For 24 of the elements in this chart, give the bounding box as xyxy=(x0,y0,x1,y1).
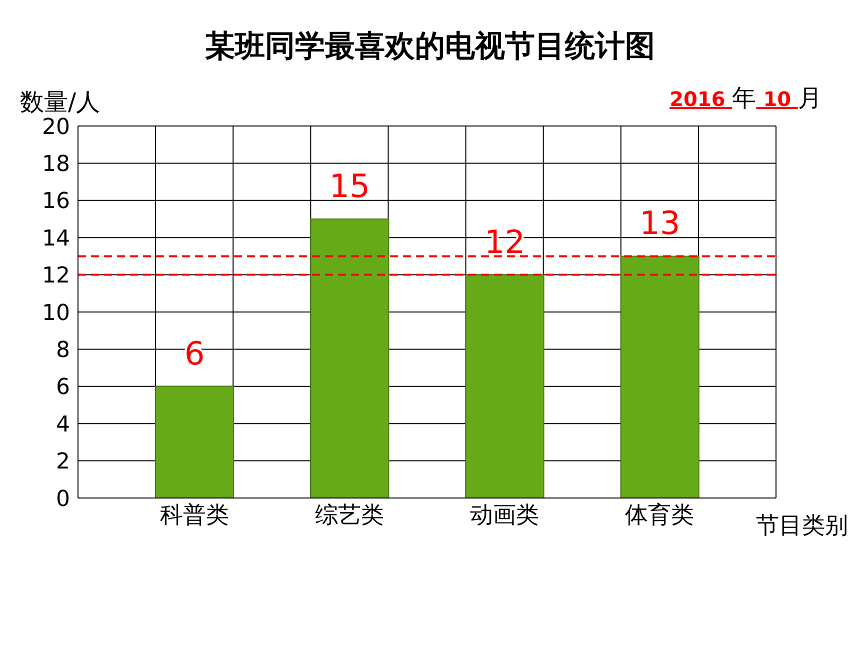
x-axis-title: 节目类别 xyxy=(756,513,848,539)
data-label: 13 xyxy=(640,204,680,242)
y-tick-label: 18 xyxy=(42,152,70,178)
y-tick-label: 8 xyxy=(56,338,70,364)
y-tick-label: 2 xyxy=(56,450,70,475)
y-tick-label: 6 xyxy=(56,375,70,400)
x-tick-label: 科普类 xyxy=(160,502,229,528)
chart-title: 某班同学最喜欢的电视节目统计图 xyxy=(205,29,655,64)
x-tick-label: 动画类 xyxy=(470,502,540,528)
bar xyxy=(155,386,234,498)
y-tick-label: 4 xyxy=(56,412,70,438)
y-tick-label: 14 xyxy=(42,226,70,252)
bar xyxy=(310,218,390,498)
x-tick-label: 综艺类 xyxy=(314,502,384,528)
y-tick-label: 16 xyxy=(42,189,70,214)
y-tick-label: 12 xyxy=(42,264,70,289)
y-tick-label: 20 xyxy=(42,114,70,140)
y-axis-title: 数量/人 xyxy=(20,88,100,116)
y-tick-label: 0 xyxy=(56,486,70,512)
bar xyxy=(620,256,700,498)
x-tick-label: 体育类 xyxy=(625,502,694,528)
bar xyxy=(465,274,544,498)
data-label: 15 xyxy=(329,167,370,205)
y-tick-label: 10 xyxy=(42,300,70,326)
